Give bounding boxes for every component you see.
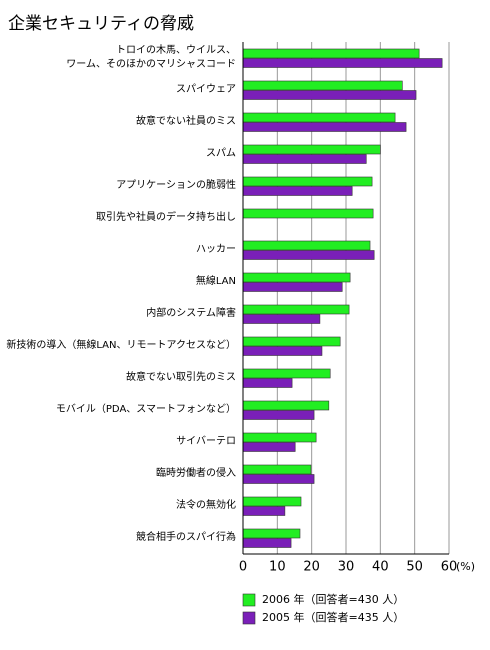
bar <box>242 506 286 516</box>
bar <box>242 186 353 196</box>
bar <box>242 432 317 443</box>
y-tick-label: ハッカー <box>196 244 236 255</box>
bar <box>242 442 296 452</box>
bar <box>242 240 371 251</box>
y-tick-label: アプリケーションの脆弱性 <box>116 180 236 191</box>
chart-title: 企業セキュリティの脅威 <box>8 14 194 34</box>
bar <box>242 282 343 292</box>
y-tick-label: 故意でない取引先のミス <box>126 372 236 383</box>
x-tick-label: 0 <box>239 560 247 575</box>
bar <box>242 122 407 132</box>
bar <box>242 410 315 420</box>
bar <box>242 112 396 123</box>
bar <box>242 80 403 91</box>
bar <box>242 58 443 68</box>
x-axis-label: (%) <box>456 560 475 573</box>
x-tick-label: 30 <box>338 560 355 575</box>
y-tick-label: スパイウェア <box>176 84 236 95</box>
bar <box>242 528 301 539</box>
y-tick-label: 取引先や社員のデータ持ち出し <box>96 212 236 223</box>
x-tick-label: 20 <box>303 560 320 575</box>
y-tick-label: 無線LAN <box>195 276 236 287</box>
y-tick-label: 臨時労働者の侵入 <box>156 468 236 479</box>
y-tick-label: トロイの木馬、ウイルス、 ワーム、そのほかのマリシャスコード <box>66 45 236 70</box>
y-tick-label: 内部のシステム障害 <box>146 308 236 319</box>
bar <box>242 154 367 164</box>
bar <box>242 400 330 411</box>
x-tick-label: 50 <box>406 560 423 575</box>
bar <box>242 378 293 388</box>
bar <box>242 314 321 324</box>
legend-label: 2005 年（回答者=435 人） <box>262 610 404 624</box>
y-tick-label: サイバーテロ <box>176 436 236 447</box>
y-tick-label: 新技術の導入（無線LAN、リモートアクセスなど） <box>6 340 236 351</box>
bar <box>242 176 373 187</box>
bar <box>242 250 375 260</box>
bar <box>242 336 341 347</box>
bar <box>242 368 331 379</box>
y-tick-label: 法令の無効化 <box>176 500 236 511</box>
bar <box>242 474 315 484</box>
bar <box>242 90 417 100</box>
bar <box>242 496 302 507</box>
bar <box>242 304 350 315</box>
bar <box>242 48 420 59</box>
legend-label: 2006 年（回答者=430 人） <box>262 592 404 606</box>
bar <box>242 144 381 155</box>
y-tick-label: 故意でない社員のミス <box>136 116 236 127</box>
x-tick-label: 60 <box>441 560 458 575</box>
y-tick-label: 競合相手のスパイ行為 <box>136 532 236 543</box>
y-tick-label: モバイル（PDA、スマートフォンなど） <box>55 404 236 415</box>
x-tick-label: 10 <box>269 560 286 575</box>
legend-swatch <box>242 611 256 625</box>
bar <box>242 538 292 548</box>
bar <box>242 346 323 356</box>
bar <box>242 464 312 475</box>
bar <box>242 272 351 283</box>
bar <box>242 208 374 219</box>
x-tick-label: 40 <box>372 560 389 575</box>
legend-swatch <box>242 593 256 607</box>
y-tick-label: スパム <box>206 148 236 159</box>
